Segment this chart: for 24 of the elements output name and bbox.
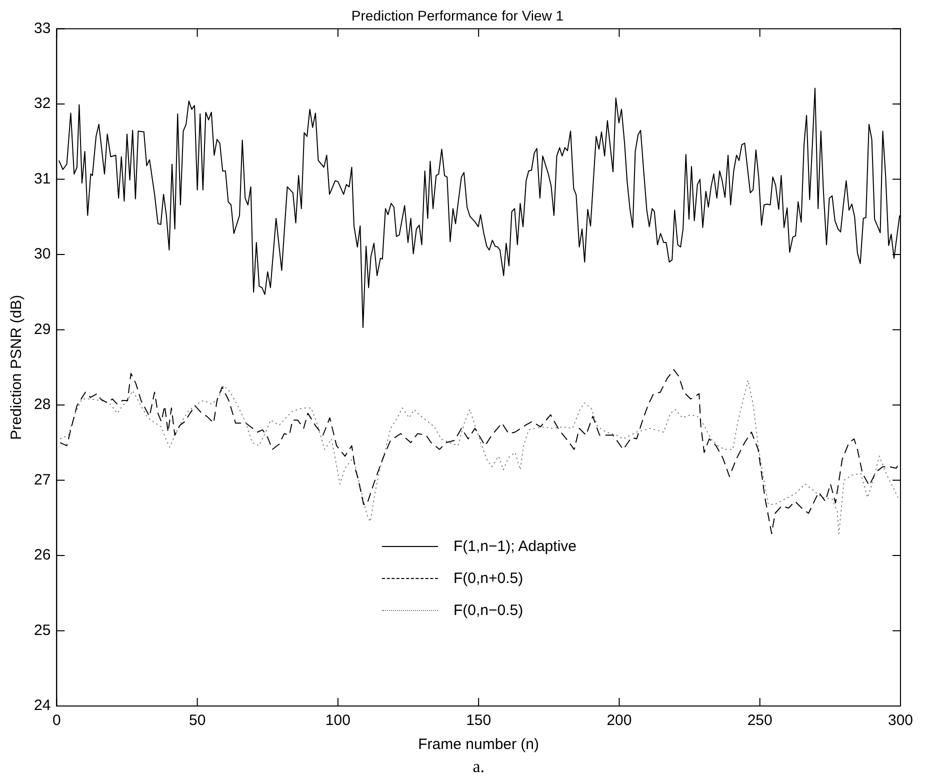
x-tick-label: 100 — [325, 712, 350, 730]
y-axis-title: Prediction PSNR (dB) — [8, 294, 26, 440]
x-tick-label: 50 — [188, 712, 206, 730]
x-tick-label: 300 — [888, 712, 913, 730]
text: a. — [472, 757, 484, 776]
x-tick-label: 0 — [52, 712, 61, 730]
y-tick-label: 25 — [34, 622, 51, 639]
y-tick-label: 28 — [34, 396, 51, 414]
x-tick-label: 250 — [747, 712, 772, 730]
x-tick-label: 200 — [606, 712, 632, 730]
y-tick-label: 31 — [34, 170, 51, 188]
y-tick-label: 33 — [34, 20, 51, 37]
y-tick-label: 32 — [34, 95, 51, 112]
x-axis-title: Frame number (n) — [418, 736, 540, 754]
legend-label: F(1,n−1); Adaptive — [454, 538, 576, 555]
chart-title: Prediction Performance for View 1 — [351, 7, 564, 24]
y-tick-label: 29 — [34, 320, 51, 338]
legend-label: F(0,n+0.5) — [454, 570, 524, 587]
y-tick-label: 30 — [34, 246, 51, 263]
x-tick-label: 150 — [466, 712, 492, 730]
y-tick-label: 24 — [34, 697, 51, 714]
y-tick-label: 26 — [34, 546, 51, 564]
y-tick-label: 27 — [34, 471, 51, 488]
legend-label: F(0,n−0.5) — [454, 602, 524, 619]
